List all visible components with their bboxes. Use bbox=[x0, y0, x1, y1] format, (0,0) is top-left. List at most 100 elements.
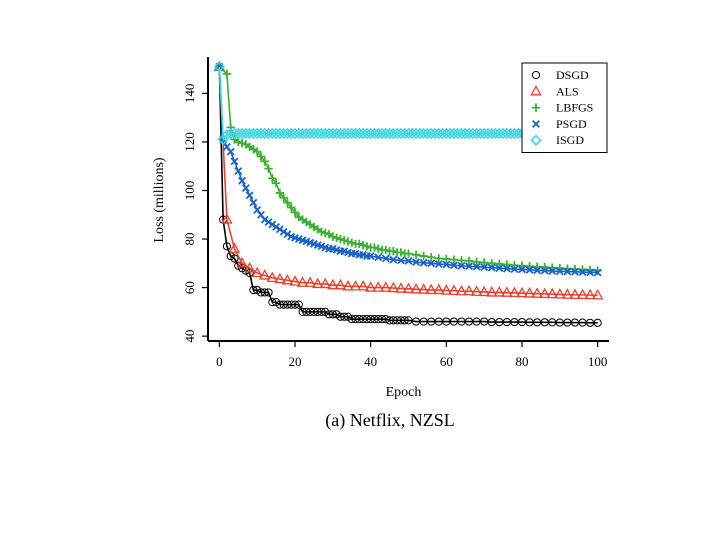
data-point-isgd bbox=[281, 127, 294, 140]
series-layer bbox=[213, 60, 604, 327]
data-point-psgd bbox=[427, 259, 436, 268]
data-point-als bbox=[554, 288, 566, 299]
y-axis-title: Loss (millions) bbox=[152, 157, 167, 243]
data-point-isgd bbox=[486, 127, 498, 140]
data-point-isgd bbox=[251, 127, 263, 140]
data-point-als bbox=[380, 281, 392, 292]
data-point-als bbox=[410, 282, 422, 294]
data-point-isgd bbox=[417, 127, 430, 140]
data-point-als bbox=[523, 287, 536, 298]
data-point-lbfgs bbox=[487, 259, 496, 268]
data-point-psgd bbox=[548, 267, 557, 276]
data-point-lbfgs bbox=[237, 138, 247, 148]
data-point-als bbox=[425, 283, 437, 295]
data-point-psgd bbox=[272, 222, 281, 231]
data-point-isgd bbox=[478, 127, 490, 140]
data-point-psgd bbox=[578, 268, 587, 276]
data-point-als bbox=[349, 280, 362, 291]
data-point-isgd bbox=[489, 127, 502, 140]
data-point-dsgd bbox=[328, 310, 337, 319]
data-point-als bbox=[281, 273, 294, 285]
data-point-lbfgs bbox=[370, 243, 379, 252]
data-point-psgd bbox=[518, 265, 526, 274]
data-point-lbfgs bbox=[260, 157, 269, 166]
data-point-psgd bbox=[563, 267, 572, 276]
data-point-isgd bbox=[504, 127, 517, 140]
data-point-lbfgs bbox=[328, 232, 338, 241]
data-point-lbfgs bbox=[321, 228, 330, 238]
data-point-isgd bbox=[448, 127, 460, 140]
data-point-als bbox=[516, 286, 528, 298]
y-tick-label: 120 bbox=[182, 132, 197, 152]
data-point-isgd bbox=[493, 127, 505, 140]
series-lbfgs bbox=[215, 62, 602, 275]
data-point-lbfgs bbox=[355, 239, 364, 249]
data-point-isgd bbox=[444, 127, 456, 140]
data-point-psgd bbox=[389, 255, 398, 264]
data-point-als bbox=[334, 278, 347, 290]
data-point-als bbox=[478, 285, 490, 297]
data-point-dsgd bbox=[222, 242, 232, 251]
data-point-dsgd bbox=[340, 312, 349, 321]
data-point-lbfgs bbox=[358, 240, 368, 250]
data-point-als bbox=[243, 261, 256, 273]
data-point-als bbox=[455, 284, 468, 296]
data-point-als bbox=[486, 286, 498, 297]
data-point-lbfgs bbox=[362, 242, 372, 251]
data-point-isgd bbox=[240, 127, 252, 140]
data-point-isgd bbox=[213, 61, 226, 73]
data-point-psgd bbox=[449, 261, 458, 270]
legend-marker-dsgd bbox=[531, 70, 541, 80]
y-tick-label: 60 bbox=[182, 281, 197, 294]
y-tick-label: 40 bbox=[182, 330, 197, 343]
data-point-als bbox=[364, 281, 377, 292]
data-point-psgd bbox=[495, 264, 504, 273]
data-point-isgd bbox=[300, 127, 313, 140]
y-tick-label: 80 bbox=[182, 233, 197, 246]
data-point-isgd bbox=[387, 127, 400, 140]
data-point-lbfgs bbox=[381, 245, 391, 255]
data-point-isgd bbox=[395, 127, 407, 140]
data-point-lbfgs bbox=[457, 256, 466, 265]
data-point-lbfgs bbox=[464, 256, 474, 266]
data-point-psgd bbox=[419, 258, 428, 267]
data-point-als bbox=[372, 281, 384, 292]
figure-caption: (a) Netflix, NZSL bbox=[325, 410, 455, 430]
data-point-isgd bbox=[459, 127, 471, 140]
data-point-isgd bbox=[353, 127, 365, 140]
data-point-lbfgs bbox=[419, 251, 428, 261]
data-point-dsgd bbox=[249, 285, 258, 295]
data-point-psgd bbox=[264, 218, 273, 226]
series-als bbox=[213, 60, 604, 300]
data-point-psgd bbox=[412, 258, 421, 267]
data-point-als bbox=[395, 282, 407, 293]
data-point-isgd bbox=[270, 127, 282, 140]
data-point-dsgd bbox=[264, 288, 273, 297]
data-point-isgd bbox=[440, 127, 452, 140]
data-point-als bbox=[538, 287, 551, 299]
data-point-isgd bbox=[285, 127, 297, 140]
x-tick-label: 0 bbox=[216, 354, 223, 369]
data-point-isgd bbox=[259, 127, 271, 140]
data-point-isgd bbox=[293, 127, 305, 140]
data-point-isgd bbox=[289, 127, 301, 140]
data-point-als bbox=[584, 288, 596, 300]
data-point-lbfgs bbox=[502, 260, 512, 269]
data-point-als bbox=[569, 288, 581, 300]
data-point-als bbox=[266, 271, 279, 283]
data-point-dsgd bbox=[377, 315, 387, 324]
data-point-lbfgs bbox=[336, 234, 345, 244]
data-point-isgd bbox=[402, 127, 415, 140]
data-point-als bbox=[546, 287, 558, 299]
data-point-lbfgs bbox=[226, 123, 235, 132]
data-point-als bbox=[417, 283, 430, 294]
data-point-psgd bbox=[510, 265, 519, 274]
data-point-als bbox=[342, 280, 354, 291]
data-point-psgd bbox=[234, 167, 243, 176]
data-point-psgd bbox=[230, 157, 239, 166]
data-point-psgd bbox=[366, 252, 375, 260]
data-point-psgd bbox=[465, 262, 473, 271]
data-point-isgd bbox=[429, 127, 441, 140]
data-point-dsgd bbox=[260, 288, 269, 297]
